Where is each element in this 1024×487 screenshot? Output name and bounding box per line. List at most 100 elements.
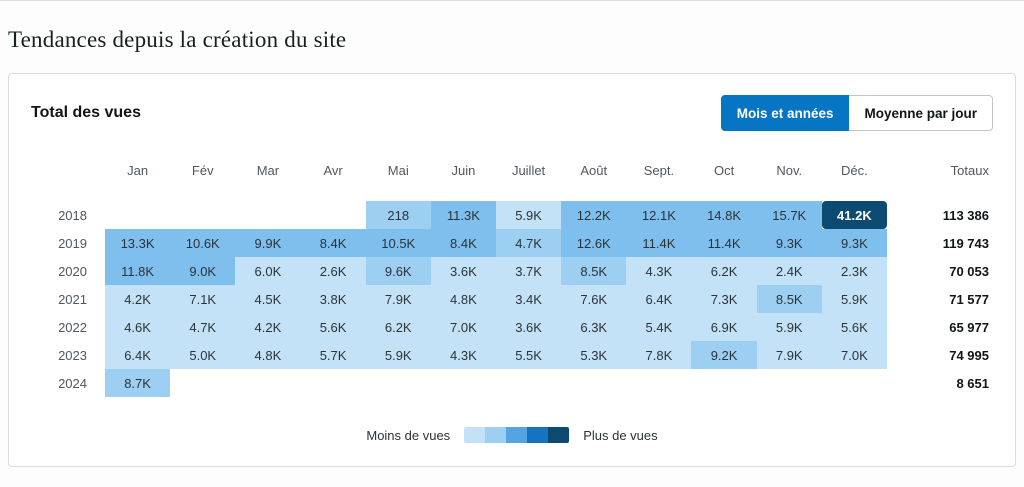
heatmap-legend: Moins de vues Plus de vues	[9, 427, 1015, 443]
row-total: 65 977	[949, 319, 989, 335]
heatmap-cell: 5.9K	[365, 341, 431, 369]
heatmap-cell: 6.0K	[235, 257, 301, 285]
heatmap-cell	[757, 369, 822, 397]
heatmap-cell: 9.9K	[235, 229, 301, 257]
month-header: Juillet	[511, 162, 546, 178]
heatmap-cell: 5.5K	[495, 341, 562, 369]
heatmap-cell: 3.4K	[495, 285, 562, 313]
heatmap-cell: 3.6K	[430, 257, 496, 285]
heatmap-cell: 4.3K	[430, 341, 496, 369]
row-total: 119 743	[942, 235, 989, 251]
heatmap-cell: 12.1K	[626, 201, 692, 229]
heatmap-cell: 2.6K	[300, 257, 366, 285]
month-header: Nov.	[776, 162, 803, 178]
toggle-daily-average-button[interactable]: Moyenne par jour	[849, 95, 993, 131]
month-header: Sept.	[643, 162, 675, 178]
heatmap-cell: 5.6K	[821, 313, 887, 341]
heatmap-cell: 4.3K	[626, 257, 692, 285]
heatmap-cell: 5.7K	[300, 341, 366, 369]
year-label: 2019	[58, 235, 87, 251]
heatmap-row-2023: 2023 6.4K 5.0K 4.8K 5.7K 5.9K 4.3K 5.5K 5.3K 7.8K…	[33, 341, 991, 369]
month-header: Avr	[323, 162, 343, 178]
heatmap-cell: 6.2K	[365, 313, 431, 341]
year-label: 2023	[58, 347, 87, 363]
heatmap-cell	[170, 201, 235, 229]
month-header: Déc.	[841, 162, 868, 178]
heatmap-row-2021: 2021 4.2K 7.1K 4.5K 3.8K 7.9K 4.8K 3.4K 7.6K 6.4K…	[33, 285, 991, 313]
card-title: Total des vues	[31, 104, 141, 121]
heatmap-cell: 5.9K	[821, 285, 887, 313]
year-label: 2021	[58, 291, 87, 307]
heatmap-cell: 6.3K	[561, 313, 627, 341]
heatmap-cell	[822, 369, 887, 397]
month-header: Juin	[451, 162, 476, 178]
heatmap-cell: 5.4K	[626, 313, 692, 341]
heatmap-cell	[496, 369, 561, 397]
heatmap-cell	[561, 369, 626, 397]
heatmap-cell: 7.1K	[170, 285, 236, 313]
heatmap-cell: 7.9K	[365, 285, 431, 313]
legend-color-scale	[464, 427, 570, 443]
heatmap-cell	[235, 369, 300, 397]
month-header: Mai	[387, 162, 409, 178]
heatmap-cell	[431, 369, 496, 397]
heatmap-cell: 9.2K	[691, 341, 757, 369]
heatmap-cell: 10.6K	[170, 229, 236, 257]
heatmap-cell: 4.8K	[235, 341, 301, 369]
legend-swatch	[464, 427, 486, 443]
heatmap-cell: 9.3K	[756, 229, 822, 257]
year-label: 2022	[58, 319, 87, 335]
heatmap-cell: 8.7K	[105, 369, 171, 397]
heatmap-cell: 3.8K	[300, 285, 366, 313]
row-total: 74 995	[949, 347, 989, 363]
heatmap-cell: 4.5K	[235, 285, 301, 313]
heatmap-cell: 11.4K	[691, 229, 757, 257]
heatmap-cell: 7.3K	[691, 285, 757, 313]
heatmap-cell: 5.9K	[495, 201, 562, 229]
heatmap-cell: 41.2K	[821, 201, 887, 229]
heatmap-cell	[170, 369, 235, 397]
heatmap-cell: 15.7K	[756, 201, 822, 229]
month-header: Août	[580, 162, 608, 178]
year-label: 2018	[58, 207, 87, 223]
card-header: Total des vues Mois et années Moyenne pa…	[9, 95, 1015, 131]
row-total: 113 386	[942, 207, 989, 223]
legend-less-label: Moins de vues	[366, 427, 451, 443]
heatmap-cell: 9.3K	[821, 229, 887, 257]
heatmap-cell: 6.4K	[105, 341, 171, 369]
heatmap-cell: 7.0K	[430, 313, 496, 341]
heatmap-cell: 7.9K	[756, 341, 822, 369]
heatmap-cell: 6.9K	[691, 313, 757, 341]
heatmap-cell: 4.2K	[105, 285, 171, 313]
heatmap-cell	[626, 369, 691, 397]
heatmap-cell	[300, 201, 365, 229]
heatmap-cell: 10.5K	[365, 229, 431, 257]
heatmap-cell: 13.3K	[105, 229, 171, 257]
heatmap-cell: 6.2K	[691, 257, 757, 285]
heatmap-cell	[300, 369, 365, 397]
heatmap-cell: 8.4K	[430, 229, 496, 257]
legend-more-label: Plus de vues	[583, 427, 658, 443]
heatmap-cell	[105, 201, 170, 229]
heatmap-header-row: Jan Fév Mar Avr Mai Juin Juillet Août Sept. Oct No…	[33, 161, 991, 179]
month-header: Mar	[256, 162, 280, 178]
heatmap-cell: 2.4K	[756, 257, 822, 285]
heatmap-cell: 12.6K	[561, 229, 627, 257]
heatmap-row-2018: 2018 218 11.3K 5.9K 12.2K 12.1K 14.8K 15.7K 41.2…	[33, 201, 991, 229]
heatmap-cell: 11.8K	[105, 257, 171, 285]
heatmap-cell: 8.5K	[561, 257, 627, 285]
month-header: Fév	[191, 162, 214, 178]
heatmap-cell: 7.8K	[626, 341, 692, 369]
heatmap-cell: 11.3K	[430, 201, 496, 229]
heatmap-row-2022: 2022 4.6K 4.7K 4.2K 5.6K 6.2K 7.0K 3.6K 6.3K 5.4K…	[33, 313, 991, 341]
heatmap-cell: 3.6K	[495, 313, 562, 341]
heatmap-cell: 6.4K	[626, 285, 692, 313]
page-title: Tendances depuis la création du site	[8, 27, 347, 52]
heatmap-cell: 4.7K	[495, 229, 562, 257]
heatmap-cell: 3.7K	[495, 257, 562, 285]
heatmap-cell: 4.2K	[235, 313, 301, 341]
month-header: Jan	[127, 162, 149, 178]
year-label: 2020	[58, 263, 87, 279]
heatmap-row-2020: 2020 11.8K 9.0K 6.0K 2.6K 9.6K 3.6K 3.7K 8.5K 4.3…	[33, 257, 991, 285]
toggle-months-years-button[interactable]: Mois et années	[720, 95, 850, 131]
